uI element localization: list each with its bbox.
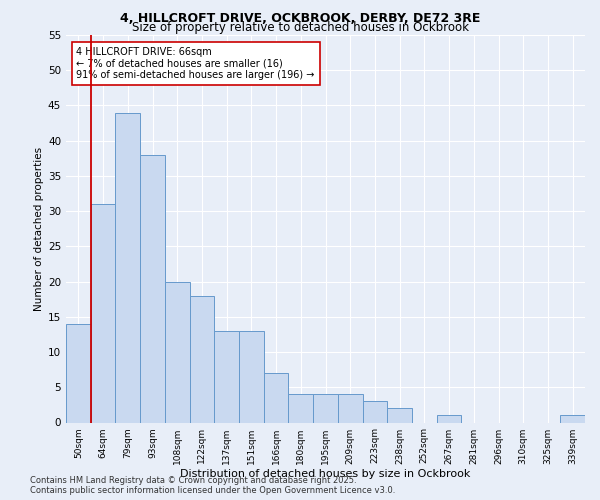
Bar xyxy=(66,324,91,422)
Bar xyxy=(437,416,461,422)
Bar xyxy=(313,394,338,422)
Bar xyxy=(165,282,190,422)
Bar xyxy=(140,155,165,422)
Bar xyxy=(91,204,115,422)
Bar xyxy=(115,112,140,422)
Bar xyxy=(362,402,387,422)
Bar xyxy=(387,408,412,422)
Bar xyxy=(214,331,239,422)
Bar xyxy=(289,394,313,422)
Text: Contains HM Land Registry data © Crown copyright and database right 2025.
Contai: Contains HM Land Registry data © Crown c… xyxy=(30,476,395,495)
Bar xyxy=(190,296,214,422)
Text: 4 HILLCROFT DRIVE: 66sqm
← 7% of detached houses are smaller (16)
91% of semi-de: 4 HILLCROFT DRIVE: 66sqm ← 7% of detache… xyxy=(76,46,315,80)
Bar xyxy=(239,331,264,422)
Y-axis label: Number of detached properties: Number of detached properties xyxy=(34,146,44,311)
Bar xyxy=(264,373,289,422)
Text: 4, HILLCROFT DRIVE, OCKBROOK, DERBY, DE72 3RE: 4, HILLCROFT DRIVE, OCKBROOK, DERBY, DE7… xyxy=(120,12,480,26)
Text: Size of property relative to detached houses in Ockbrook: Size of property relative to detached ho… xyxy=(131,22,469,35)
X-axis label: Distribution of detached houses by size in Ockbrook: Distribution of detached houses by size … xyxy=(181,470,470,480)
Bar xyxy=(338,394,362,422)
Bar xyxy=(560,416,585,422)
